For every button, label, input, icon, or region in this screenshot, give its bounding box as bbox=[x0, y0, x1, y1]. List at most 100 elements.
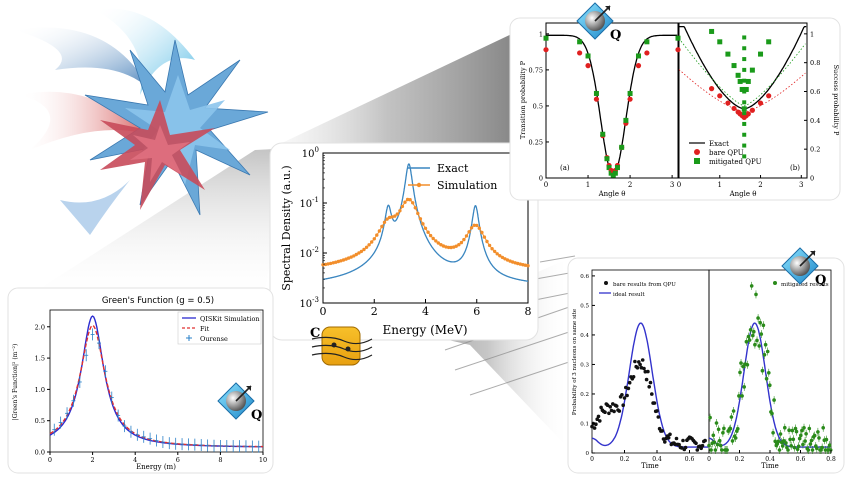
mitigated-point bbox=[722, 426, 726, 431]
simulation-point bbox=[516, 261, 520, 266]
mitigated-point bbox=[758, 51, 764, 57]
mitigated-point bbox=[752, 329, 756, 334]
x-tick-label: 1 bbox=[586, 181, 590, 189]
qpu-badge-icon: Q bbox=[217, 382, 262, 423]
bare-point bbox=[675, 47, 681, 53]
y-tick-label-right: 0.8 bbox=[810, 59, 820, 67]
bare-point bbox=[674, 436, 679, 441]
qpu-letter: Q bbox=[610, 28, 621, 43]
x-tick-label: 0.6 bbox=[796, 456, 806, 463]
x-tick-label: 0 bbox=[677, 181, 681, 189]
mitigated-point bbox=[635, 53, 641, 59]
x-tick-label: 2 bbox=[371, 305, 378, 318]
mitigated-point bbox=[742, 89, 747, 94]
y-tick-label: 0 bbox=[586, 451, 590, 457]
mitigated-point bbox=[758, 320, 762, 325]
bare-point bbox=[622, 396, 627, 400]
simulation-point bbox=[454, 244, 458, 248]
y-tick-label-right: 0.2 bbox=[810, 146, 820, 154]
simulation-point bbox=[462, 237, 466, 242]
mitigated-point bbox=[763, 342, 768, 347]
mitigated-point bbox=[810, 448, 815, 452]
simulation-point bbox=[341, 258, 346, 262]
y-tick-label-right: 1 bbox=[810, 30, 814, 38]
simulation-point bbox=[510, 260, 515, 264]
classical-chip-badge-icon: C bbox=[310, 326, 373, 366]
mitigated-point bbox=[737, 394, 741, 398]
mitigated-point bbox=[741, 364, 745, 369]
mitigated-point bbox=[606, 165, 612, 171]
simulation-point bbox=[418, 217, 423, 221]
simulation-point bbox=[400, 204, 405, 209]
mitigated-point bbox=[777, 448, 782, 452]
mitigated-point bbox=[644, 39, 650, 45]
mitigated-point bbox=[708, 415, 712, 420]
simulation-point bbox=[367, 243, 371, 247]
mitigated-point bbox=[786, 448, 790, 452]
simulation-point bbox=[359, 249, 364, 254]
ribbon-red bbox=[20, 91, 150, 150]
y-tick-label: 0.5 bbox=[580, 303, 589, 309]
simulation-point bbox=[411, 201, 415, 205]
bare-point bbox=[635, 63, 642, 69]
simulation-point bbox=[467, 230, 471, 234]
x-tick-label: 8 bbox=[525, 305, 532, 318]
legend-mitigated-results: mitigated results bbox=[781, 282, 829, 288]
simulation-point bbox=[526, 264, 530, 268]
simulation-point bbox=[370, 240, 374, 244]
bare-point bbox=[594, 422, 598, 427]
mitigated-point bbox=[741, 106, 747, 112]
mitigated-point bbox=[800, 428, 804, 433]
bare-point bbox=[717, 93, 723, 99]
bare-point bbox=[635, 366, 640, 370]
simulation-point bbox=[444, 245, 448, 249]
qpu-letter: Q bbox=[815, 273, 826, 288]
y-tick-label: 2.0 bbox=[35, 323, 45, 331]
mitigated-point bbox=[783, 425, 787, 430]
bare-point bbox=[655, 409, 659, 413]
y-tick-label: 1.0 bbox=[35, 386, 45, 394]
y-tick-label: 0.1 bbox=[580, 421, 589, 427]
y-tick-label: 0.0 bbox=[35, 449, 45, 457]
ribbon-light-blue bbox=[60, 180, 130, 235]
simulation-point bbox=[431, 236, 435, 241]
star-illustration bbox=[15, 8, 269, 235]
ribbon-cyan bbox=[95, 8, 195, 96]
y-tick-label: 0.75 bbox=[529, 66, 543, 74]
mitigated-point bbox=[714, 421, 719, 425]
bare-point bbox=[647, 385, 651, 389]
simulation-point bbox=[357, 251, 361, 255]
mitigated-point bbox=[725, 51, 731, 57]
simulation-point bbox=[387, 215, 392, 220]
simulation-point bbox=[457, 243, 461, 247]
mitigated-point bbox=[820, 445, 824, 450]
simulation-point bbox=[439, 243, 443, 247]
mitigated-point bbox=[789, 444, 793, 448]
bare-point bbox=[700, 443, 705, 448]
bare-point bbox=[642, 366, 646, 371]
bare-point bbox=[644, 377, 649, 382]
simulation-point bbox=[385, 217, 389, 221]
bare-point bbox=[617, 409, 622, 413]
simulation-point bbox=[523, 263, 528, 267]
bare-point bbox=[590, 424, 594, 429]
simulation-point bbox=[500, 255, 505, 260]
bare-point bbox=[603, 410, 607, 415]
mitigated-point bbox=[740, 394, 744, 398]
exact-curve bbox=[322, 163, 528, 282]
simulation-point bbox=[377, 229, 382, 233]
bare-point bbox=[585, 63, 591, 69]
x-tick-label: 0 bbox=[320, 305, 327, 318]
simulation-point bbox=[375, 233, 379, 237]
star-blue-inner bbox=[125, 75, 230, 185]
spectral-x-label: Energy (MeV) bbox=[382, 323, 467, 337]
simulation-point bbox=[480, 230, 484, 235]
classical-letter: C bbox=[310, 326, 320, 341]
mitigated-point bbox=[614, 165, 620, 171]
mitigated-point bbox=[709, 28, 715, 34]
transition-legend: Exact bare QPU mitigated QPU bbox=[689, 140, 762, 166]
mitigated-point bbox=[619, 144, 625, 150]
bare-point bbox=[627, 380, 632, 385]
